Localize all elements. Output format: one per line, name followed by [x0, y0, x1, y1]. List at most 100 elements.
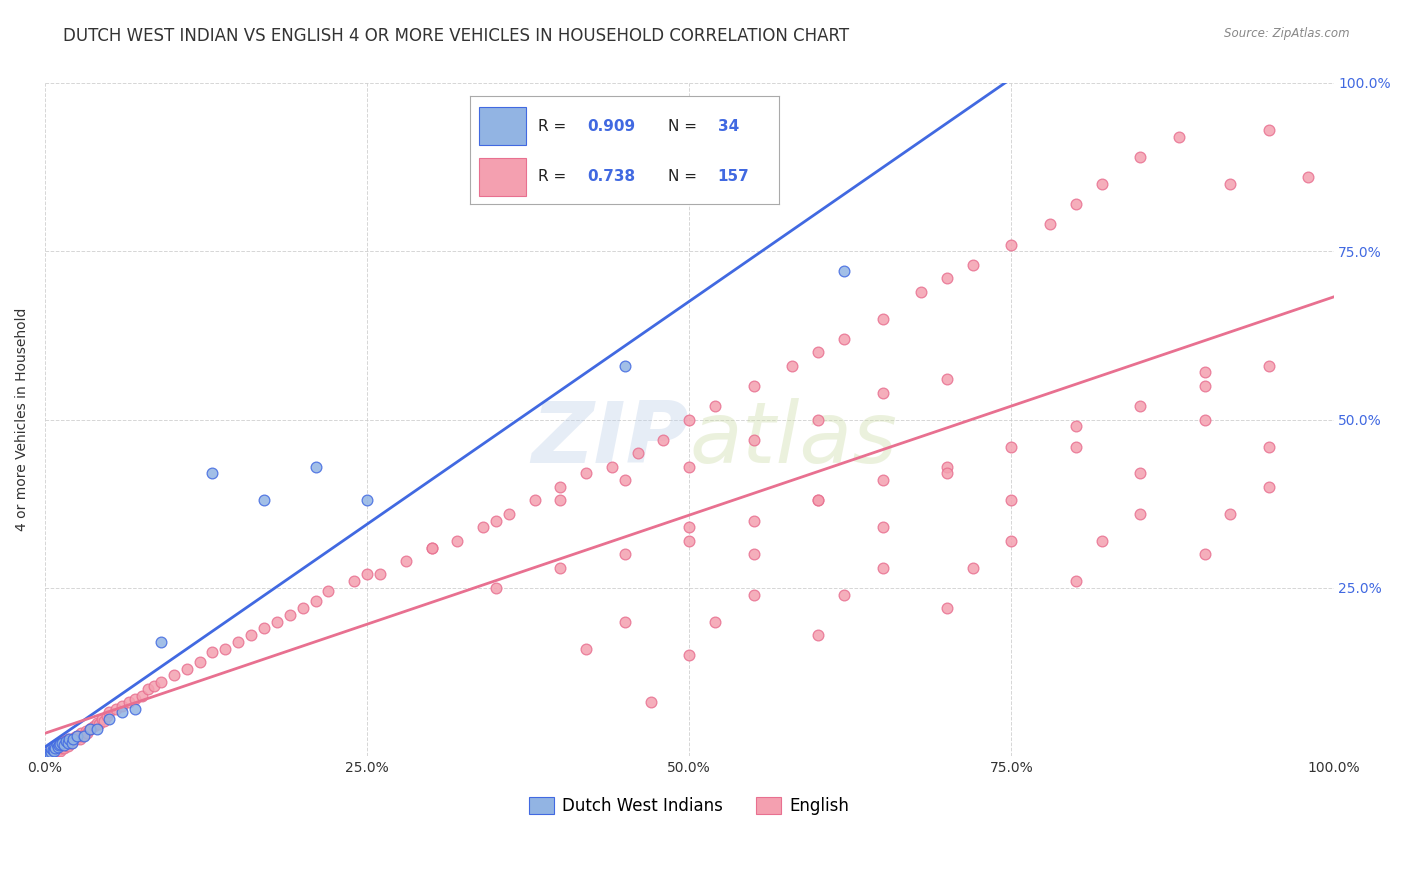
Point	[52, 737, 75, 751]
Point	[1194, 366, 1216, 380]
Point	[832, 332, 855, 346]
Point	[936, 372, 959, 386]
Point	[1258, 359, 1281, 373]
Point	[51, 736, 73, 750]
Point	[86, 715, 108, 730]
Point	[62, 732, 84, 747]
Point	[49, 739, 72, 754]
Point	[872, 311, 894, 326]
Point	[201, 467, 224, 481]
Point	[678, 459, 700, 474]
Point	[742, 379, 765, 393]
Point	[1000, 533, 1022, 548]
Point	[42, 743, 65, 757]
Point	[56, 737, 79, 751]
Point	[1129, 467, 1152, 481]
Point	[37, 747, 59, 762]
Point	[163, 668, 186, 682]
Point	[1194, 379, 1216, 393]
Point	[60, 732, 83, 747]
Point	[149, 675, 172, 690]
Point	[188, 655, 211, 669]
Point	[45, 737, 67, 751]
Point	[936, 459, 959, 474]
Point	[266, 615, 288, 629]
Point	[936, 601, 959, 615]
Point	[832, 588, 855, 602]
Point	[51, 736, 73, 750]
Point	[678, 648, 700, 663]
Point	[48, 741, 70, 756]
Point	[38, 747, 60, 761]
Point	[87, 717, 110, 731]
Point	[807, 628, 830, 642]
Point	[1129, 150, 1152, 164]
Point	[42, 739, 65, 754]
Point	[58, 732, 80, 747]
Point	[253, 621, 276, 635]
Point	[67, 731, 90, 745]
Point	[62, 734, 84, 748]
Point	[304, 594, 326, 608]
Point	[66, 729, 89, 743]
Point	[343, 574, 366, 589]
Point	[39, 745, 62, 759]
Point	[1090, 177, 1112, 191]
Point	[1064, 197, 1087, 211]
Point	[124, 692, 146, 706]
Point	[575, 641, 598, 656]
Point	[395, 554, 418, 568]
Point	[45, 744, 67, 758]
Point	[910, 285, 932, 299]
Point	[832, 264, 855, 278]
Point	[872, 473, 894, 487]
Point	[44, 739, 66, 754]
Point	[75, 723, 97, 738]
Point	[48, 739, 70, 753]
Point	[613, 547, 636, 561]
Point	[1296, 170, 1319, 185]
Point	[1129, 507, 1152, 521]
Point	[58, 734, 80, 748]
Point	[90, 712, 112, 726]
Point	[118, 695, 141, 709]
Point	[53, 738, 76, 752]
Point	[304, 459, 326, 474]
Point	[278, 607, 301, 622]
Point	[742, 547, 765, 561]
Point	[1194, 412, 1216, 426]
Point	[53, 734, 76, 748]
Point	[472, 520, 495, 534]
Point	[41, 745, 63, 759]
Point	[936, 271, 959, 285]
Point	[48, 739, 70, 753]
Point	[104, 702, 127, 716]
Point	[72, 729, 94, 743]
Point	[523, 493, 546, 508]
Point	[613, 615, 636, 629]
Point	[59, 736, 82, 750]
Point	[240, 628, 263, 642]
Point	[80, 721, 103, 735]
Point	[742, 433, 765, 447]
Point	[575, 467, 598, 481]
Point	[368, 567, 391, 582]
Point	[1194, 547, 1216, 561]
Point	[485, 581, 508, 595]
Point	[41, 745, 63, 759]
Point	[79, 723, 101, 737]
Point	[678, 520, 700, 534]
Point	[1039, 217, 1062, 231]
Point	[143, 679, 166, 693]
Point	[51, 741, 73, 756]
Point	[253, 493, 276, 508]
Point	[98, 706, 121, 720]
Point	[498, 507, 520, 521]
Point	[1219, 177, 1241, 191]
Point	[41, 742, 63, 756]
Point	[136, 681, 159, 696]
Point	[420, 541, 443, 555]
Legend: Dutch West Indians, English: Dutch West Indians, English	[522, 790, 856, 822]
Point	[807, 345, 830, 359]
Point	[420, 541, 443, 555]
